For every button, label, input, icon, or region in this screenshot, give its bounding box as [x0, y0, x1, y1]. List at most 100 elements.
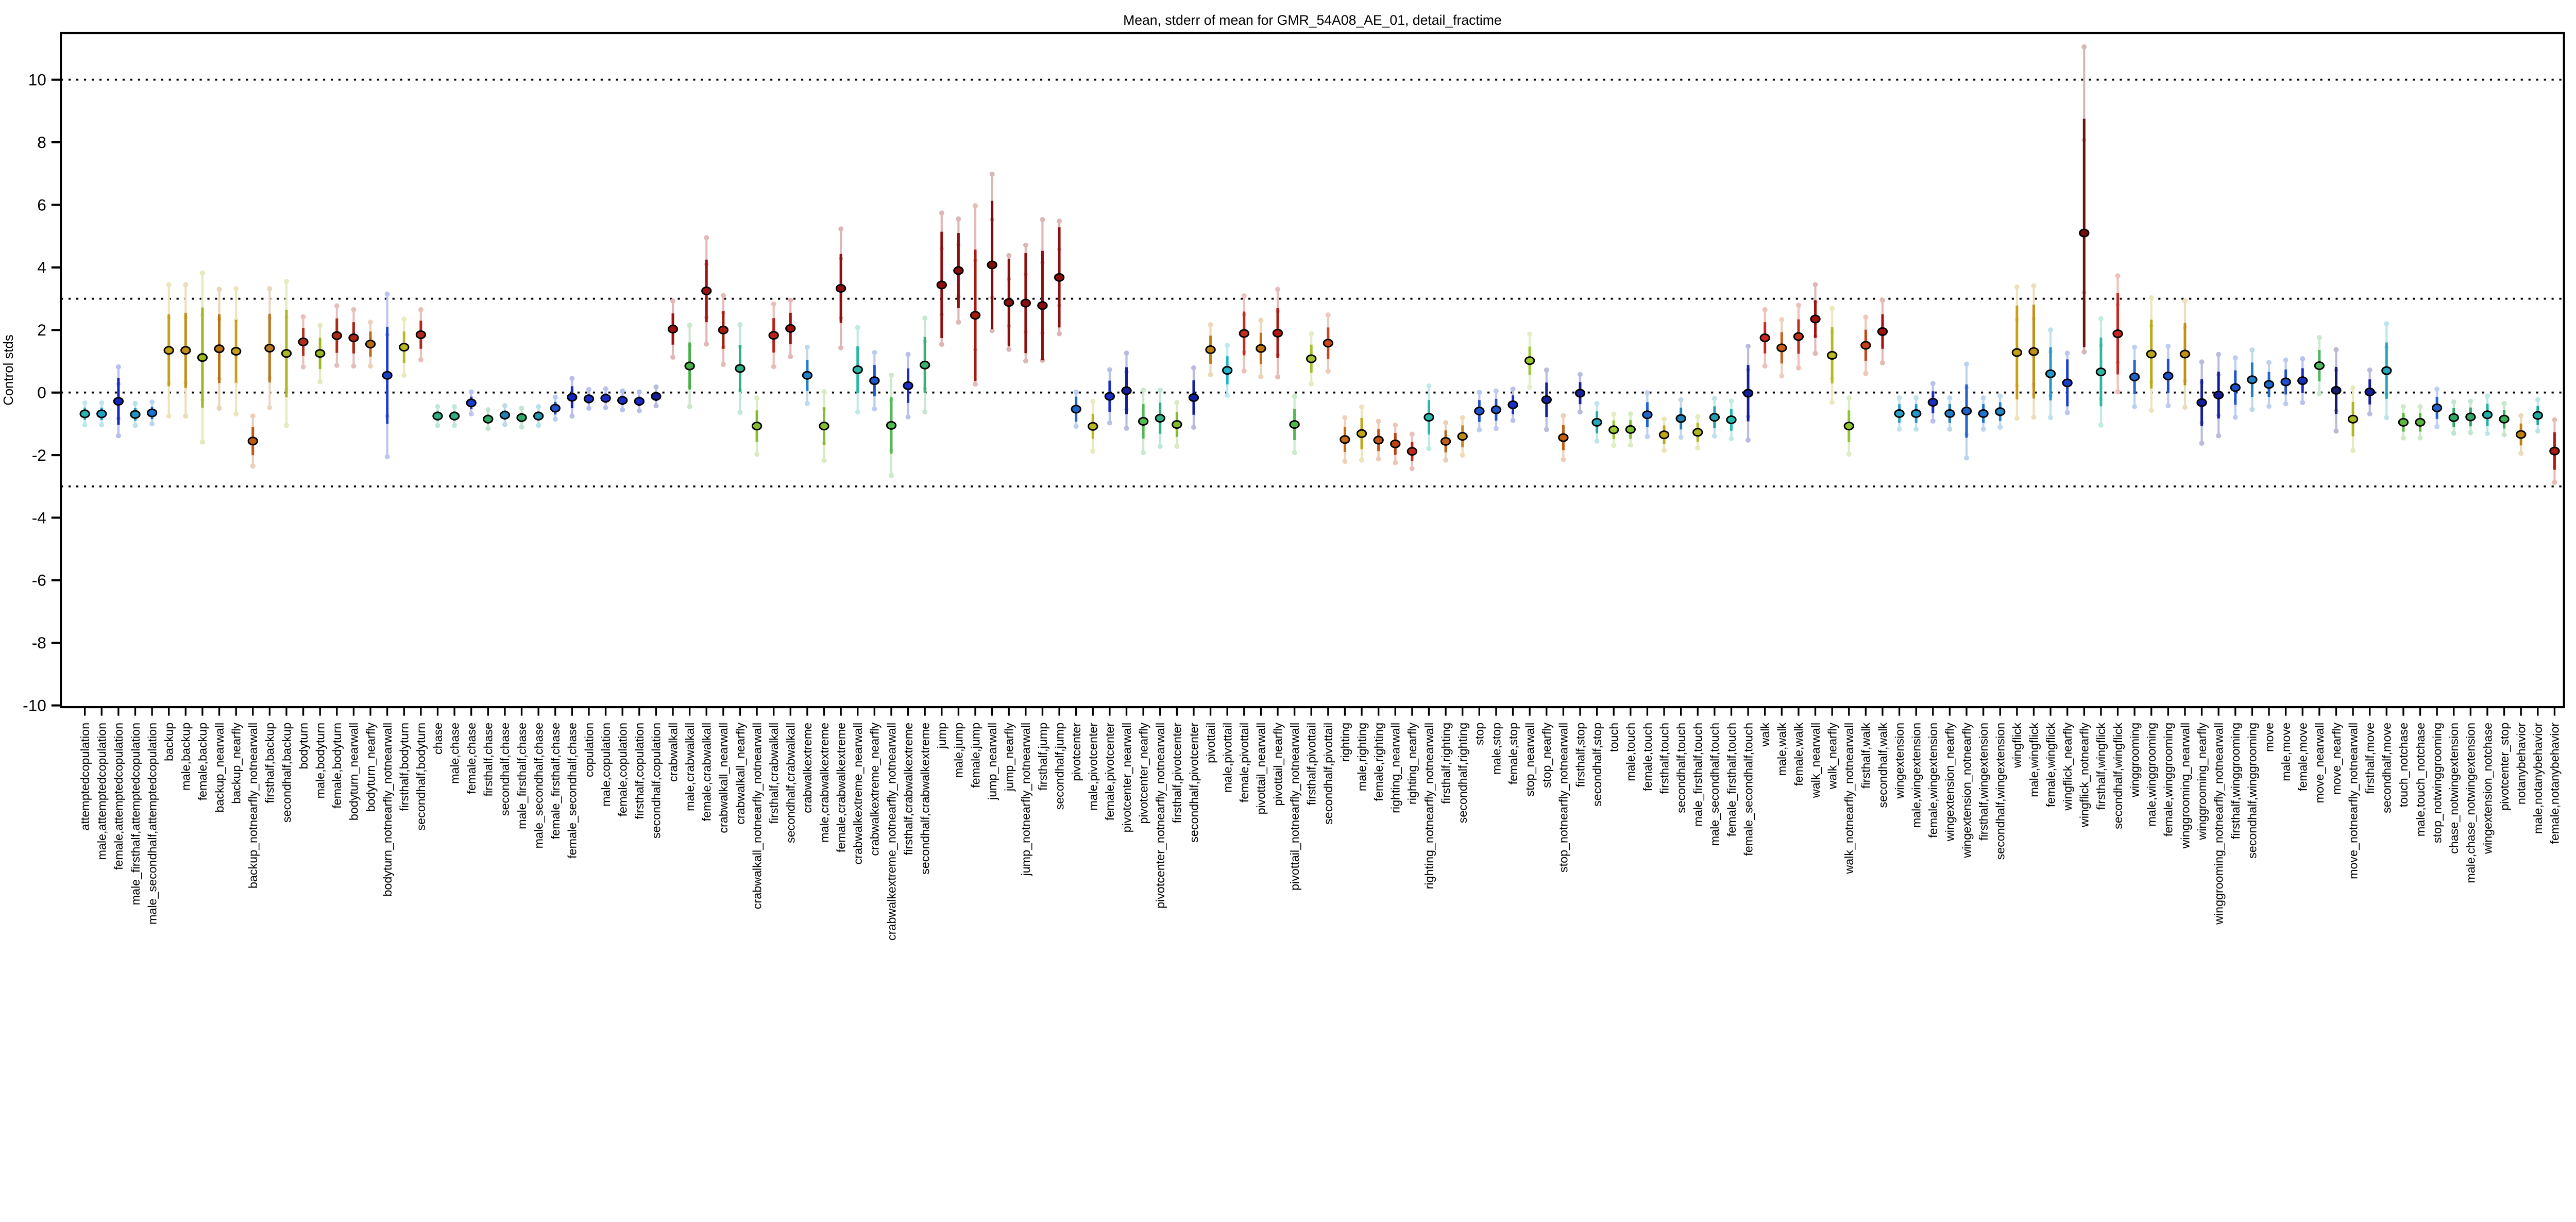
data-point	[1440, 420, 1451, 463]
y-tick-label: 4	[37, 258, 46, 277]
x-axis-label: secondhalf,stop	[1590, 723, 1604, 807]
data-point	[919, 315, 930, 415]
data-point	[1608, 411, 1619, 448]
data-point	[2448, 399, 2459, 436]
x-axis-label: winggrooming	[2128, 723, 2141, 798]
data-point	[1020, 242, 1031, 364]
data-point	[2482, 393, 2493, 437]
x-axis-label: male,stop	[1489, 723, 1503, 775]
data-point	[1071, 389, 1081, 429]
x-axis-label: firsthalf,bodyturn	[398, 723, 411, 811]
data-point	[1894, 395, 1905, 432]
data-point	[2263, 360, 2275, 409]
data-point	[348, 307, 359, 369]
x-axis-label: walk_nearwall	[1809, 723, 1822, 798]
data-point	[1356, 404, 1367, 463]
x-axis-label: secondhalf,pivotcenter	[1187, 723, 1200, 843]
data-point	[819, 389, 829, 463]
x-axis-label: bodyturn_nearfly	[364, 723, 377, 812]
x-axis-label: jump_nearfly	[1003, 723, 1016, 792]
data-point	[483, 407, 494, 431]
data-point	[1843, 395, 1854, 457]
x-axis-label: male_secondhalf,chase	[532, 723, 545, 848]
gridlines-layer	[61, 78, 2564, 488]
data-point	[2465, 398, 2476, 436]
data-point	[2045, 327, 2056, 421]
data-point	[449, 404, 460, 428]
data-point	[1104, 367, 1115, 426]
x-axis-label: female,righting	[1372, 723, 1385, 801]
data-point	[1675, 397, 1686, 440]
data-point	[1877, 297, 1888, 366]
data-point	[1037, 217, 1048, 363]
data-point	[1289, 393, 1300, 456]
x-axis-label: secondhalf,wingextension	[1994, 723, 2007, 860]
x-axis-label: backup_nearfly	[229, 723, 243, 804]
x-axis-label: female,backup	[196, 723, 209, 800]
data-point	[163, 282, 174, 419]
x-axis-label: secondhalf,pivottail	[1321, 723, 1335, 825]
x-axis-label: pivotcenter_nearfly	[1137, 723, 1150, 824]
x-axis-label: winggrooming_notnearfly_notnearwall	[2212, 723, 2226, 925]
y-tick-label: -8	[32, 633, 46, 652]
x-axis-label: notanybehavior	[2514, 723, 2528, 805]
x-axis-label: firsthalf,touch	[1657, 723, 1671, 794]
x-axis-label: female,winggrooming	[2162, 723, 2175, 836]
x-axis-label: secondhalf,walk	[1876, 723, 1889, 808]
data-points-layer	[79, 44, 2560, 485]
data-point	[1709, 396, 1720, 439]
x-axis-label: female,crabwalkextreme	[834, 723, 848, 852]
data-point	[1256, 317, 1266, 379]
data-point	[2364, 367, 2375, 416]
x-axis-label: crabwalkextreme	[801, 723, 814, 813]
x-axis-label: female,notanybehavior	[2548, 723, 2562, 844]
y-tick-label: -6	[32, 571, 46, 590]
x-axis-label: pivottail_notnearfly_notnearwall	[1288, 723, 1301, 891]
data-point	[953, 216, 964, 325]
x-axis-label: stop	[1473, 723, 1486, 745]
x-axis-label: move	[2262, 723, 2276, 752]
data-point	[567, 376, 578, 419]
data-point	[1524, 331, 1535, 390]
x-axis-label: female,wingflick	[2044, 723, 2057, 808]
x-axis-label: secondhalf,copulation	[650, 723, 663, 839]
data-point	[113, 364, 124, 439]
data-point	[1591, 400, 1602, 444]
x-axis-label: pivotcenter	[1070, 723, 1083, 781]
data-point	[1306, 331, 1317, 387]
y-axis-label: Control stds	[2, 334, 16, 405]
data-point	[2297, 356, 2308, 406]
x-axis-label: firsthalf,wingextension	[1977, 723, 1990, 841]
data-point	[735, 322, 745, 415]
data-point	[684, 323, 695, 409]
x-axis-label: crabwalkall_nearwall	[717, 723, 730, 833]
data-point	[1474, 390, 1485, 432]
x-axis-label: touch_notchase	[2397, 723, 2410, 807]
x-axis-label: male,bodyturn	[314, 723, 327, 798]
data-point	[1457, 415, 1468, 458]
data-point	[667, 298, 679, 360]
data-point	[835, 226, 846, 350]
y-tick-label: 10	[28, 70, 46, 89]
x-axis-label: walk_nearfly	[1825, 723, 1839, 790]
x-axis-label: stop_notwinggrooming	[2430, 723, 2444, 843]
x-axis-label: male,chase_notwingextension	[2464, 723, 2478, 883]
data-point	[2079, 44, 2090, 355]
data-point	[180, 282, 191, 419]
y-tick-label: -2	[32, 446, 46, 464]
data-point	[1541, 367, 1552, 432]
data-point	[1205, 322, 1216, 378]
data-point	[1944, 395, 1955, 432]
y-tick-label: 8	[37, 133, 46, 152]
x-axis-label: firsthalf,pivotcenter	[1171, 723, 1184, 824]
x-axis-label: wingflick	[2010, 723, 2024, 768]
data-point	[1911, 395, 1922, 432]
data-point	[230, 286, 242, 416]
x-axis-label: firsthalf,crabwalkextreme	[902, 723, 915, 855]
data-point	[2112, 273, 2123, 394]
data-point	[1995, 393, 2006, 430]
x-axis-label: bodyturn_nearwall	[347, 723, 361, 821]
x-axis-label: firsthalf,move	[2363, 723, 2377, 794]
data-point	[1507, 387, 1518, 423]
